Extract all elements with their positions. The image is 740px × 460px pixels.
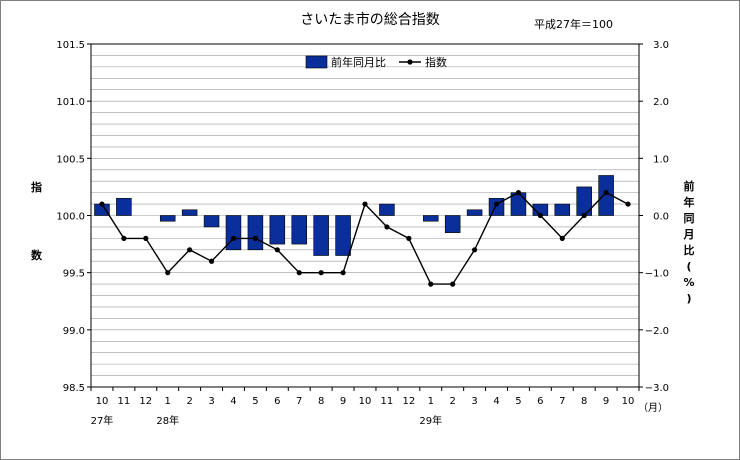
year-label: 29年 — [419, 414, 442, 427]
yoy-bar — [159, 215, 176, 222]
y-left-tick-label: 100.5 — [56, 154, 85, 165]
yoy-bar — [379, 203, 395, 216]
x-tick-label: 11 — [381, 396, 394, 407]
x-tick-label: 10 — [359, 396, 372, 407]
y-right-tick-label: 3.0 — [653, 40, 669, 51]
y-right-tick-label: 2.0 — [653, 97, 669, 108]
x-tick-label: 9 — [603, 396, 609, 407]
base-year-note: 平成27年＝100 — [534, 18, 613, 31]
y-left-tick-label: 101.0 — [56, 97, 85, 108]
y-right-tick-label: 1.0 — [653, 154, 669, 165]
y-left-tick-label: 98.5 — [63, 383, 85, 394]
index-point — [230, 235, 237, 241]
index-point — [274, 247, 280, 253]
index-point — [252, 235, 258, 241]
x-tick-label: 7 — [296, 396, 302, 407]
index-point — [406, 235, 412, 241]
index-point — [559, 235, 565, 241]
x-tick-label: 6 — [274, 396, 280, 407]
x-tick-label: 8 — [581, 396, 587, 407]
y-left-tick-label: 99.0 — [63, 326, 85, 337]
x-tick-label: 7 — [559, 396, 565, 407]
index-point — [165, 270, 171, 276]
x-tick-label: 9 — [340, 396, 346, 407]
y-right-label: 前年同月比(%) — [683, 180, 695, 305]
index-point — [208, 258, 215, 264]
y-left-label-top: 指 — [31, 181, 42, 194]
x-tick-label: 5 — [252, 396, 258, 407]
x-tick-label: 5 — [515, 396, 521, 407]
index-point — [362, 201, 368, 207]
chart-title: さいたま市の総合指数 — [300, 12, 440, 28]
y-right-tick-label: −1.0 — [645, 269, 669, 280]
index-point — [537, 212, 543, 219]
y-right-tick-label: −3.0 — [645, 383, 669, 394]
yoy-bar — [313, 215, 329, 256]
x-tick-label: 4 — [230, 396, 236, 407]
y-right-tick-label: −2.0 — [645, 326, 669, 337]
yoy-bar — [598, 175, 614, 216]
x-tick-label: 10 — [622, 396, 635, 407]
yoy-bar — [423, 215, 439, 222]
yoy-bar — [225, 215, 242, 251]
index-point — [603, 190, 609, 196]
year-label: 28年 — [156, 414, 179, 427]
legend-bar-label: 前年同月比 — [331, 55, 386, 69]
x-tick-label: 3 — [471, 396, 477, 407]
index-point — [318, 270, 324, 276]
index-point — [187, 247, 193, 253]
index-point — [143, 235, 149, 241]
yoy-bar — [269, 215, 286, 245]
index-point — [515, 190, 522, 196]
x-tick-label: 11 — [118, 396, 131, 407]
yoy-bar — [444, 215, 461, 233]
index-point — [625, 201, 631, 207]
yoy-bar — [466, 209, 483, 216]
x-tick-label: 1 — [428, 396, 434, 407]
yoy-bar — [181, 209, 198, 216]
x-tick-label: 4 — [493, 396, 499, 407]
yoy-bar — [203, 215, 220, 228]
x-tick-label: 8 — [318, 396, 324, 407]
yoy-bar — [116, 198, 132, 216]
x-tick-label: 2 — [449, 396, 455, 407]
y-left-tick-label: 101.5 — [56, 40, 85, 51]
x-tick-label: 12 — [139, 396, 152, 407]
yoy-bar — [554, 203, 571, 216]
index-point — [450, 281, 456, 287]
y-right-tick-label: 0.0 — [653, 212, 669, 223]
y-left-tick-label: 100.0 — [56, 212, 85, 223]
yoy-bar — [247, 215, 264, 251]
x-tick-label: 6 — [537, 396, 543, 407]
index-point — [581, 212, 587, 219]
x-tick-label: 1 — [165, 396, 171, 407]
yoy-bar — [576, 186, 592, 216]
legend-line-marker — [407, 59, 413, 65]
index-point — [99, 201, 105, 207]
yoy-bar — [335, 215, 351, 256]
index-point — [472, 247, 478, 253]
x-tick-label: 12 — [402, 396, 415, 407]
index-point — [384, 224, 390, 230]
index-point — [121, 235, 127, 241]
legend-line-label: 指数 — [425, 55, 447, 69]
x-tick-label: 3 — [208, 396, 214, 407]
yoy-bar — [291, 215, 307, 245]
x-tick-label: 2 — [186, 396, 192, 407]
y-left-label-bottom: 数 — [31, 249, 42, 262]
index-point — [296, 270, 302, 276]
index-point — [428, 281, 434, 287]
index-point — [493, 201, 500, 207]
y-left-tick-label: 99.5 — [63, 269, 85, 280]
index-point — [340, 270, 346, 276]
legend-bar-swatch — [305, 55, 328, 69]
year-label: 27年 — [91, 414, 114, 427]
x-unit-label: （月） — [638, 402, 668, 414]
x-tick-label: 10 — [96, 396, 109, 407]
